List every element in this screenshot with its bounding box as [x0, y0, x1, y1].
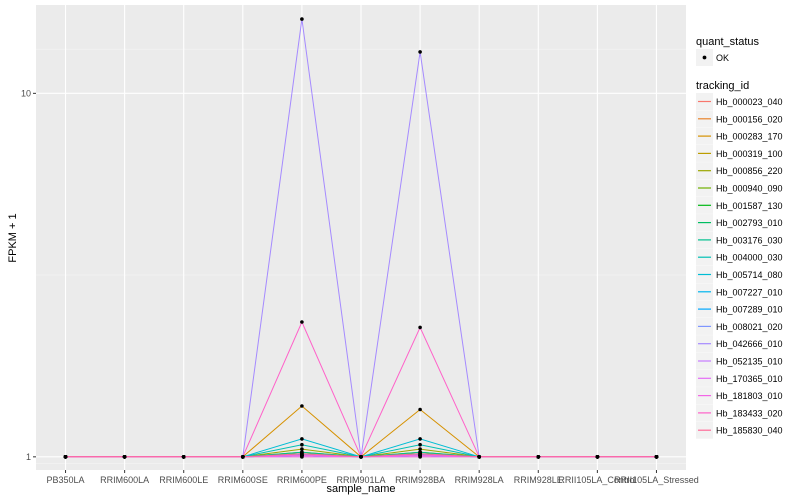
- data-point-Hb_005714_080-RRIM928BA: [418, 437, 422, 441]
- x-tick-label-PB350LA: PB350LA: [47, 475, 85, 485]
- x-tick-label-RRIM928LE: RRIM928LE: [514, 475, 563, 485]
- legend-tracking-label-Hb_000940_090: Hb_000940_090: [716, 184, 783, 194]
- legend-tracking-label-Hb_008021_020: Hb_008021_020: [716, 322, 783, 332]
- legend-tracking-title: tracking_id: [696, 80, 749, 92]
- data-point-Hb_185830_040-PB350LA: [63, 455, 68, 459]
- x-tick-label-RRII105LA_Stressed: RRII105LA_Stressed: [614, 475, 699, 485]
- data-point-Hb_185830_040-RRII105LA_Control: [595, 455, 600, 459]
- legend-tracking-label-Hb_181803_010: Hb_181803_010: [716, 391, 783, 401]
- legend-tracking-label-Hb_185830_040: Hb_185830_040: [716, 426, 783, 436]
- x-tick-label-RRIM600LA: RRIM600LA: [100, 475, 149, 485]
- legend-quant-label: OK: [716, 53, 729, 63]
- data-point-Hb_185830_040-RRIM901LA: [359, 455, 363, 459]
- data-point-Hb_185830_040-RRIM928BA: [418, 451, 422, 456]
- legend-tracking-label-Hb_183433_020: Hb_183433_020: [716, 408, 783, 418]
- x-tick-label-RRIM901LA: RRIM901LA: [336, 475, 385, 485]
- x-tick-label-RRIM928BA: RRIM928BA: [395, 475, 445, 485]
- y-tick-label: 1: [26, 452, 31, 462]
- legend-tracking-label-Hb_007289_010: Hb_007289_010: [716, 305, 783, 315]
- legend-point-key: [702, 55, 707, 60]
- legend-tracking-label-Hb_000856_220: Hb_000856_220: [716, 166, 783, 176]
- legend-tracking-label-Hb_002793_010: Hb_002793_010: [716, 218, 783, 228]
- legend-tracking-label-Hb_000023_040: Hb_000023_040: [716, 97, 783, 107]
- y-tick-label: 10: [21, 88, 31, 98]
- legend-tracking-label-Hb_007227_010: Hb_007227_010: [716, 287, 783, 297]
- data-point-Hb_042666_010-RRIM928BA: [418, 50, 422, 54]
- data-point-Hb_185830_040-RRIM600LA: [122, 455, 127, 459]
- data-point-Hb_185830_040-RRIM928LE: [536, 455, 541, 459]
- legend-tracking-label-Hb_042666_010: Hb_042666_010: [716, 339, 783, 349]
- x-tick-label-RRIM928LA: RRIM928LA: [455, 475, 504, 485]
- x-tick-label-RRIM600PE: RRIM600PE: [277, 475, 327, 485]
- legend-tracking-label-Hb_000156_020: Hb_000156_020: [716, 114, 783, 124]
- y-axis: 1 10: [21, 88, 36, 462]
- x-axis: PB350LA RRIM600LA RRIM600LE RRIM600SE RRIM60…: [47, 470, 699, 485]
- legend-tracking-label-Hb_005714_080: Hb_005714_080: [716, 270, 783, 280]
- data-point-Hb_042666_010-RRIM600PE: [300, 17, 304, 21]
- legend-tracking-label-Hb_170365_010: Hb_170365_010: [716, 374, 783, 384]
- y-axis-title: FPKM + 1: [7, 213, 19, 262]
- legend-tracking-label-Hb_003176_030: Hb_003176_030: [716, 235, 783, 245]
- data-point-Hb_000856_220-RRIM928BA: [418, 447, 422, 451]
- data-point-Hb_000283_170-RRIM928BA: [418, 407, 422, 412]
- data-point-Hb_004000_030-RRIM928BA: [418, 442, 422, 447]
- x-tick-label-RRIM600SE: RRIM600SE: [218, 475, 268, 485]
- data-point-Hb_185830_040-RRIM600PE: [300, 451, 304, 456]
- data-point-Hb_185830_040-RRIM600SE: [241, 455, 245, 459]
- x-tick-label-RRIM600LE: RRIM600LE: [159, 475, 208, 485]
- legend-tracking-label-Hb_004000_030: Hb_004000_030: [716, 253, 783, 263]
- data-point-Hb_183433_020-RRIM600PE: [300, 320, 304, 324]
- data-point-Hb_183433_020-RRIM928BA: [418, 325, 422, 330]
- x-axis-title: sample_name: [326, 483, 395, 495]
- legend-tracking-label-Hb_052135_010: Hb_052135_010: [716, 357, 783, 367]
- grid: [36, 5, 686, 470]
- series-points: [63, 17, 659, 459]
- legend-quant-status: quant_status OK: [696, 36, 759, 66]
- data-point-Hb_000856_220-RRIM600PE: [300, 447, 304, 451]
- data-point-Hb_000283_170-RRIM600PE: [300, 404, 304, 408]
- data-point-Hb_004000_030-RRIM600PE: [300, 442, 304, 447]
- legend-tracking-label-Hb_000283_170: Hb_000283_170: [716, 132, 783, 142]
- legend-tracking-id: tracking_id Hb_000023_040 Hb_000156_020 Hb…: [696, 80, 783, 439]
- data-point-Hb_005714_080-RRIM600PE: [300, 437, 304, 441]
- legend-tracking-label-Hb_000319_100: Hb_000319_100: [716, 149, 783, 159]
- legend-quant-title: quant_status: [696, 36, 759, 48]
- data-point-Hb_185830_040-RRIM928LA: [477, 455, 482, 459]
- data-point-Hb_185830_040-RRII105LA_Stressed: [654, 455, 659, 459]
- legend-tracking-label-Hb_001587_130: Hb_001587_130: [716, 201, 783, 211]
- data-point-Hb_185830_040-RRIM600LE: [181, 455, 186, 459]
- x-tick-label-RRII105LA_Control: RRII105LA_Control: [558, 475, 636, 485]
